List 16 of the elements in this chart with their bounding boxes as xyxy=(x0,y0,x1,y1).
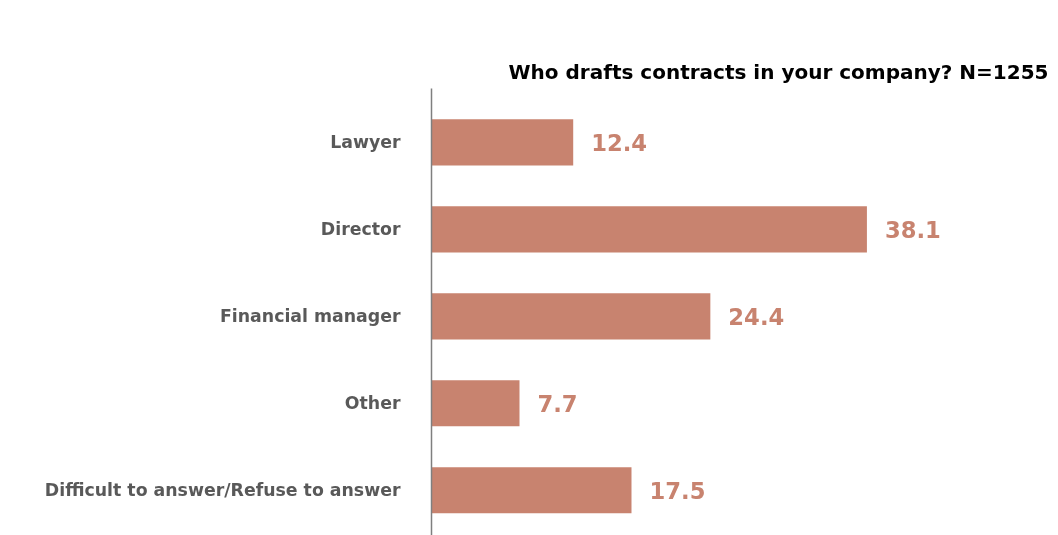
y-tick-label: Financial manager xyxy=(220,306,401,327)
y-tick-label: Other xyxy=(344,393,401,414)
data-label: 12.4 xyxy=(591,129,648,156)
y-tick-label: Lawyer xyxy=(330,132,401,153)
y-tick-label: Director xyxy=(320,219,401,240)
bar xyxy=(431,380,520,427)
bar xyxy=(431,467,632,514)
y-tick-label: Difficult to answer/Refuse to answer xyxy=(44,480,401,501)
bar xyxy=(431,119,574,166)
chart-title: Who drafts contracts in your company? N=1255 xyxy=(508,59,1049,84)
data-label: 24.4 xyxy=(728,303,785,330)
bar xyxy=(431,293,711,340)
bar xyxy=(431,206,867,253)
data-label: 17.5 xyxy=(649,477,706,504)
data-label: 38.1 xyxy=(884,216,941,243)
data-label: 7.7 xyxy=(537,390,578,417)
